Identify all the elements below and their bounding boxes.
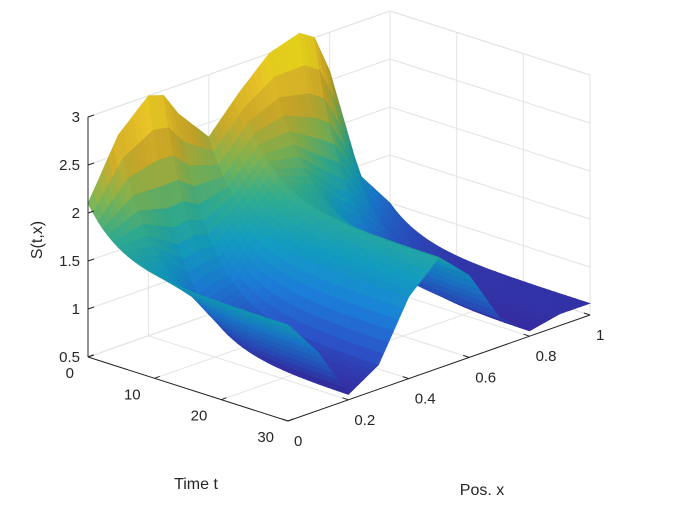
t-tick-label: 30: [257, 429, 274, 446]
x-axis-line: [287, 314, 591, 422]
z-tick-label: 2.5: [59, 157, 80, 174]
axis-lines: [87, 117, 591, 422]
x-tick-mark: [281, 418, 289, 422]
x-tick-mark: [402, 376, 409, 380]
t-tick-label: 0: [66, 365, 74, 382]
x-tick-mark: [583, 312, 591, 316]
x-tick-label: 1: [596, 327, 604, 344]
t-axis-line: [87, 356, 289, 422]
z-tick-label: 1.5: [59, 253, 80, 270]
x-tick-label: 0.4: [415, 391, 436, 408]
x-tick-label: 0: [294, 433, 302, 450]
z-tick-label: 0.5: [59, 349, 80, 366]
x-axis-label: Time t: [174, 476, 218, 493]
z-tick-mark: [87, 162, 95, 166]
surface-plot: [87, 32, 591, 395]
z-tick-mark: [87, 258, 95, 262]
z-tick-mark: [87, 114, 95, 118]
z-tick-label: 1: [72, 301, 80, 318]
y-axis-label: Pos. x: [460, 482, 504, 499]
z-tick-label: 3: [72, 109, 80, 126]
z-tick-mark: [87, 306, 95, 310]
x-tick-label: 0.2: [354, 412, 375, 429]
t-tick-mark: [87, 354, 94, 358]
surface-patch: [579, 301, 591, 306]
x-tick-label: 0.6: [475, 369, 496, 386]
x-tick-mark: [342, 397, 349, 401]
t-tick-mark: [154, 375, 160, 379]
t-tick-mark: [221, 397, 227, 401]
x-tick-label: 0.8: [536, 348, 557, 365]
z-axis-label: S(t,x): [29, 221, 46, 259]
x-tick-mark: [463, 354, 470, 358]
t-tick-label: 10: [124, 386, 141, 403]
t-tick-label: 20: [191, 408, 208, 425]
z-tick-mark: [87, 210, 95, 214]
t-tick-mark: [287, 418, 294, 422]
x-tick-mark: [523, 333, 530, 337]
z-tick-label: 2: [72, 205, 80, 222]
